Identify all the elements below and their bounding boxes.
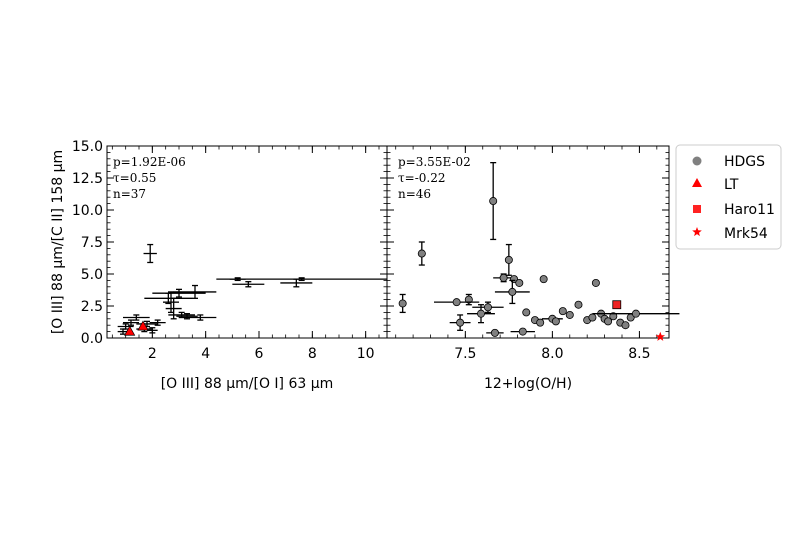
y-tick-label: 15.0	[72, 139, 103, 155]
x-tick-label: 10	[357, 346, 375, 362]
haro11-point	[612, 300, 622, 310]
y-tick-label: 7.5	[81, 235, 103, 251]
x-tick-label: 2	[148, 346, 157, 362]
hdgs-point	[522, 308, 531, 317]
y-tick-label: 10.0	[72, 203, 103, 219]
lt-point	[124, 325, 136, 336]
left-panel-stat-p: p=1.92E-06	[113, 155, 186, 169]
legend-box	[675, 144, 782, 250]
hdgs-point	[464, 295, 473, 304]
left-panel-stat-n: n=37	[113, 187, 146, 201]
hdgs-point	[456, 318, 465, 327]
hdgs-point	[565, 310, 574, 319]
left-panel-ylabel: [O III] 88 μm/[C II] 158 μm	[50, 150, 66, 334]
lt-point	[137, 320, 149, 331]
x-tick-label: 6	[255, 346, 264, 362]
hdgs-point	[558, 307, 567, 316]
hdgs-point	[452, 298, 461, 307]
left-panel-stat-tau: τ=0.55	[113, 171, 156, 185]
legend-haro11-label: Haro11	[724, 202, 775, 218]
legend-mrk54-marker	[692, 227, 702, 237]
hdgs-point	[490, 328, 499, 337]
right-panel: 7.5 8.0 8.5 p=3.55E-02 τ=-0.22 n=46 12+log…	[386, 145, 680, 392]
hdgs-point	[588, 313, 597, 322]
hdgs-point	[518, 327, 527, 336]
hdgs-point	[551, 317, 560, 326]
mrk54-point	[655, 331, 665, 341]
legend-haro11-marker	[693, 205, 701, 213]
y-tick-label: 5.0	[81, 267, 103, 283]
y-tick-label: 2.5	[81, 299, 103, 315]
hdgs-point	[476, 309, 485, 318]
legend-hdgs-marker	[692, 156, 702, 166]
left-panel-xlabel: [O III] 88 μm/[O I] 63 μm	[161, 376, 334, 392]
hdgs-point	[574, 300, 583, 309]
y-tick-label: 12.5	[72, 171, 103, 187]
y-tick-label: 0.0	[81, 331, 103, 347]
right-panel-xlabel: 12+log(O/H)	[484, 376, 572, 392]
right-panel-stat-tau: τ=-0.22	[398, 171, 445, 185]
right-panel-stat-p: p=3.55E-02	[398, 155, 471, 169]
hdgs-point	[483, 303, 492, 312]
hdgs-point	[604, 317, 613, 326]
x-tick-label: 8.0	[541, 346, 563, 362]
hdgs-point	[539, 275, 548, 284]
hdgs-point	[536, 318, 545, 327]
hdgs-point	[508, 287, 517, 296]
x-tick-label: 7.5	[454, 346, 476, 362]
hdgs-point	[515, 278, 524, 287]
hdgs-point	[609, 312, 618, 321]
left-panel: 2 4 6 8 10 0.0 2.5 5.0 7.5 10.0 12.5 15.0 p=1.92E-0…	[50, 139, 388, 392]
legend-lt-marker	[692, 178, 702, 187]
hdgs-point	[489, 197, 498, 206]
x-tick-label: 8.5	[628, 346, 650, 362]
hdgs-point	[591, 278, 600, 287]
legend-hdgs-label: HDGS	[724, 154, 765, 170]
hdgs-point	[504, 255, 513, 264]
x-tick-label: 4	[201, 346, 210, 362]
x-tick-label: 8	[308, 346, 317, 362]
hdgs-point	[631, 309, 640, 318]
legend-mrk54-label: Mrk54	[724, 226, 768, 242]
right-panel-stat-n: n=46	[398, 187, 431, 201]
hdgs-point	[499, 273, 508, 282]
hdgs-point	[398, 299, 407, 308]
hdgs-point	[621, 321, 630, 330]
hdgs-point	[417, 249, 426, 258]
legend-lt-label: LT	[724, 177, 739, 193]
legend: HDGS LT Haro11 Mrk54	[675, 144, 782, 250]
